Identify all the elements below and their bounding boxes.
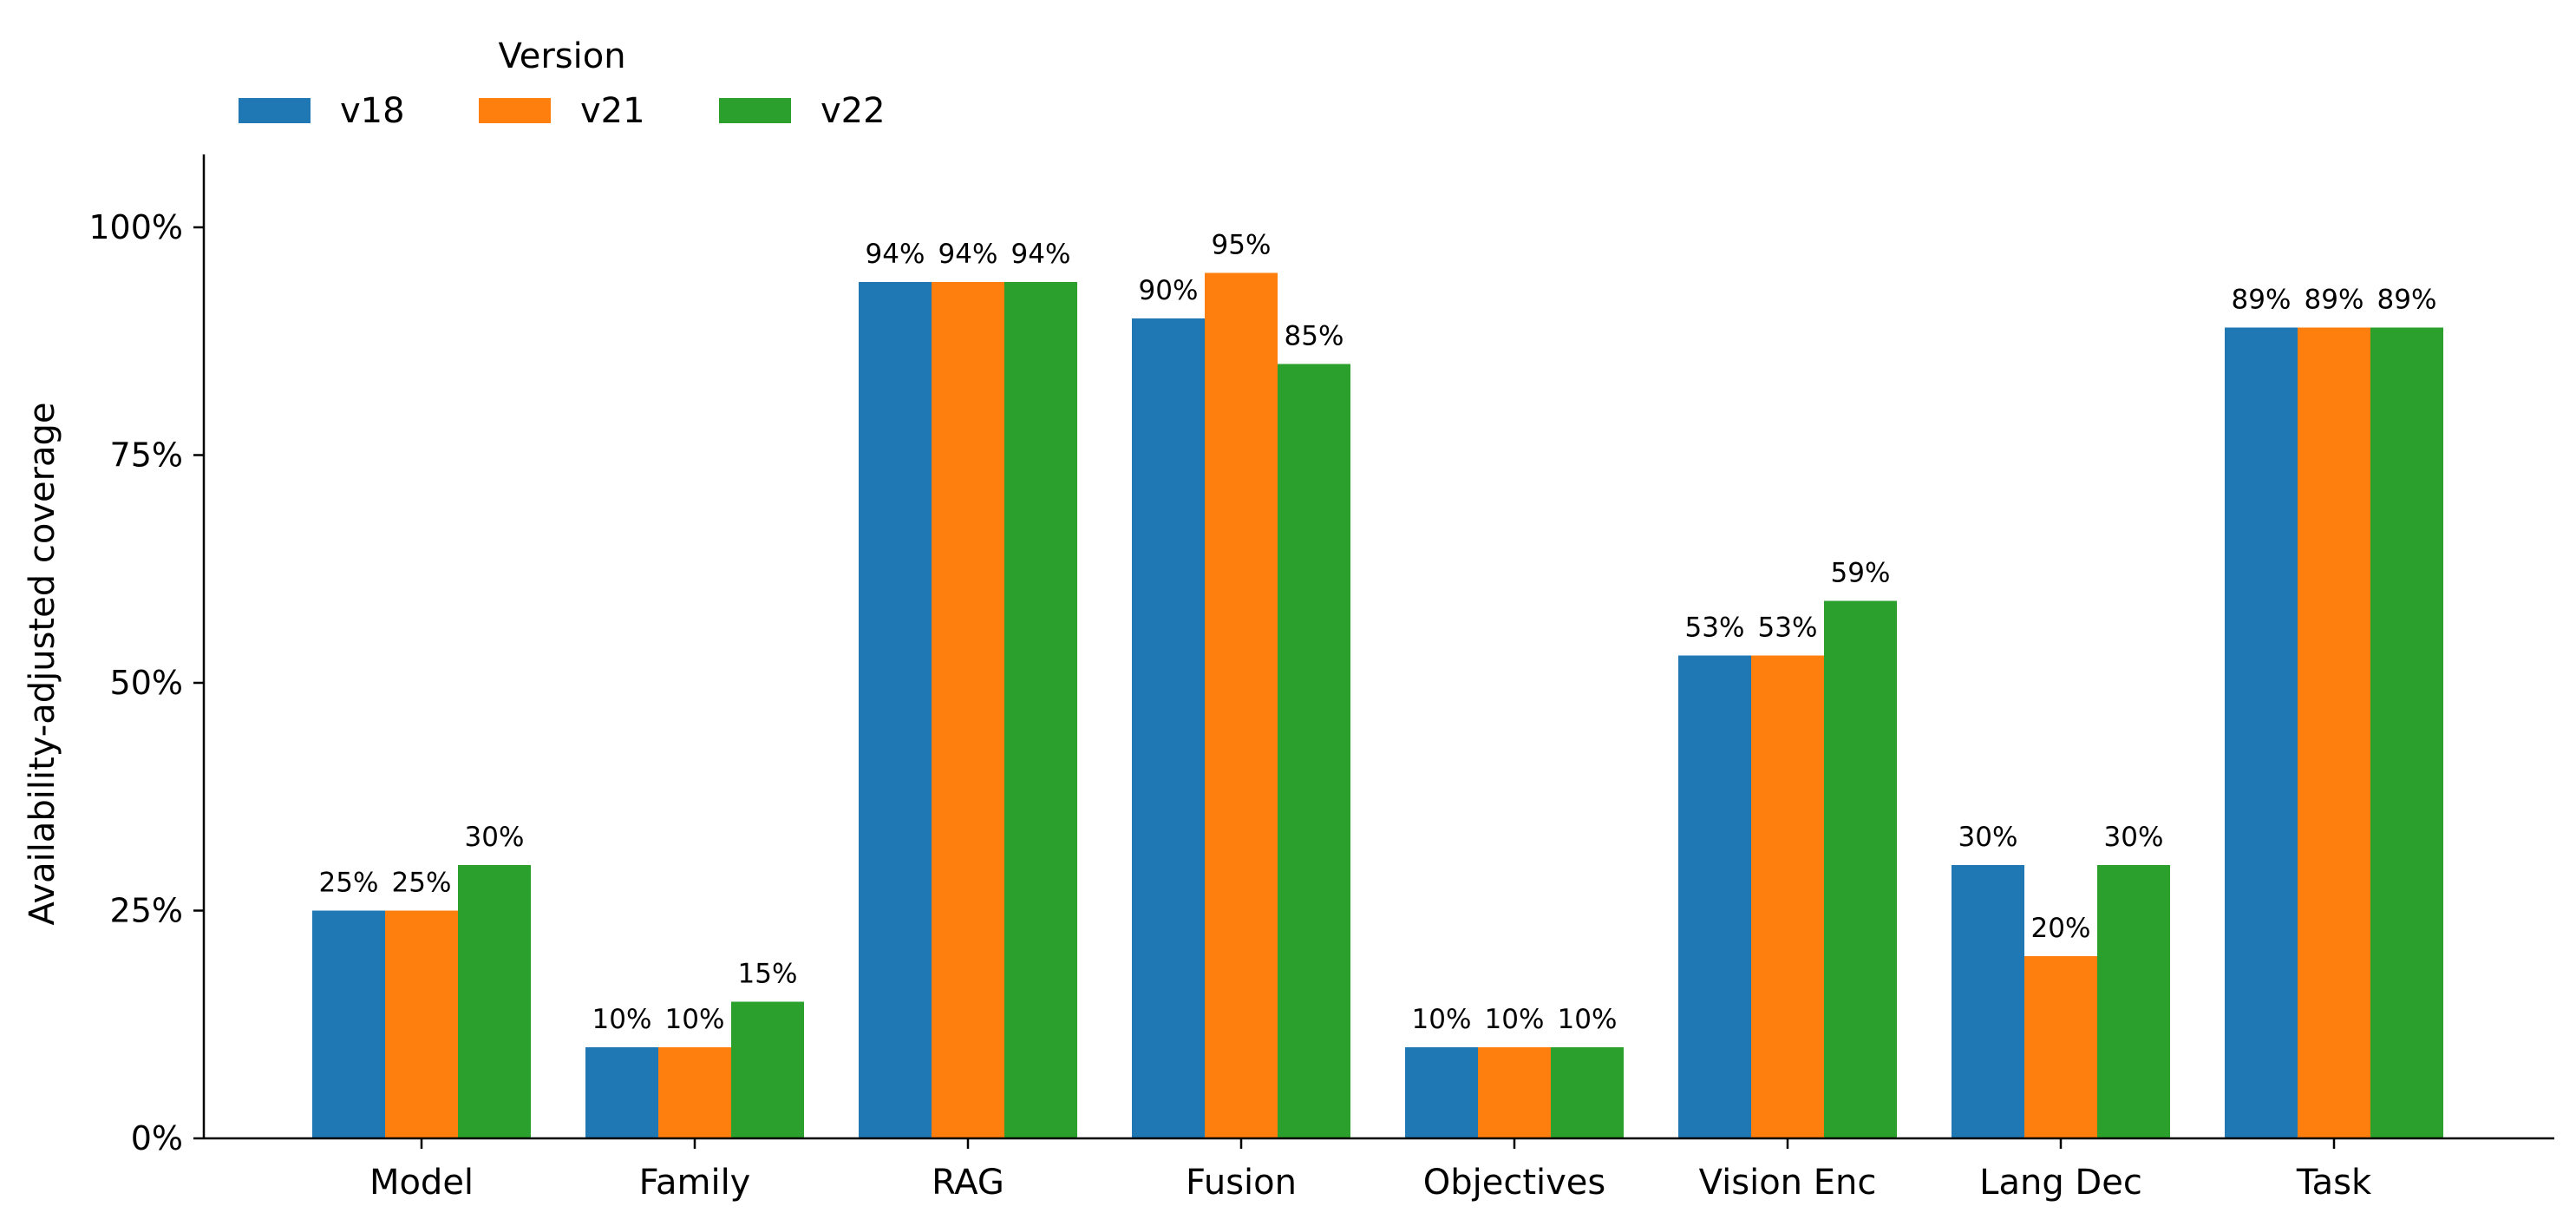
data-label: 30% (465, 822, 525, 853)
data-label: 89% (2377, 285, 2437, 316)
data-label: 10% (1485, 1004, 1545, 1035)
data-label: 20% (2031, 913, 2091, 944)
x-ticks-group: Model Family RAG Fusion Objectives Vision Enc… (369, 1138, 2372, 1203)
data-label: 30% (2104, 822, 2164, 853)
data-label: 95% (1212, 230, 1272, 261)
bar-v22-objectives (1551, 1047, 1624, 1138)
bar-v22-rag (1004, 282, 1077, 1138)
data-label: 90% (1139, 275, 1199, 306)
data-label: 10% (665, 1004, 725, 1035)
y-tick-label: 50% (110, 664, 183, 702)
legend-title: Version (498, 36, 625, 76)
y-tick-label: 100% (88, 208, 183, 246)
data-label: 10% (1558, 1004, 1618, 1035)
legend-label-v22: v22 (821, 91, 886, 131)
data-label: 53% (1758, 613, 1818, 644)
y-ticks-group: 0% 25% 50% 75% 100% (88, 208, 204, 1157)
bar-v22-family (731, 1001, 804, 1138)
data-label: 89% (2305, 285, 2364, 316)
bar-v18-family (585, 1047, 658, 1138)
bar-v18-lang-dec (1952, 865, 2024, 1138)
y-axis-title: Availability-adjusted coverage (23, 402, 62, 925)
data-label: 94% (938, 239, 998, 270)
bar-v21-task (2298, 327, 2370, 1138)
data-label: 94% (1011, 239, 1071, 270)
legend-swatch-v18 (239, 98, 311, 123)
legend-label-v18: v18 (340, 91, 405, 131)
y-tick-label: 25% (110, 892, 183, 930)
data-label: 53% (1685, 613, 1745, 644)
x-tick-label: Model (369, 1163, 474, 1203)
bar-v18-vision-enc (1678, 655, 1751, 1138)
bar-v21-lang-dec (2024, 956, 2097, 1138)
bar-v18-fusion (1132, 318, 1205, 1138)
bar-v21-fusion (1205, 272, 1278, 1138)
bar-v21-family (658, 1047, 731, 1138)
bar-v22-vision-enc (1824, 600, 1897, 1138)
data-label: 85% (1285, 321, 1344, 352)
data-label: 59% (1831, 558, 1891, 589)
data-labels-group: 25% 25% 30% 10% 10% 15% 94% 94% 94% 90% 95% 85% 10% 1… (319, 230, 2437, 1036)
x-tick-label: Task (2296, 1163, 2372, 1203)
legend-swatch-v21 (479, 98, 551, 123)
data-label: 10% (592, 1004, 652, 1035)
x-tick-label: Fusion (1186, 1163, 1297, 1203)
bar-v22-task (2370, 327, 2443, 1138)
bars-group (312, 272, 2443, 1138)
bar-v22-model (458, 865, 531, 1138)
data-label: 30% (1958, 822, 2018, 853)
x-tick-label: RAG (932, 1163, 1004, 1203)
bar-v18-task (2225, 327, 2298, 1138)
y-tick-label: 0% (131, 1119, 183, 1157)
data-label: 94% (866, 239, 925, 270)
bar-v18-model (312, 910, 385, 1138)
x-tick-label: Objectives (1423, 1163, 1606, 1203)
x-tick-label: Family (639, 1163, 751, 1203)
axes-group (202, 154, 2554, 1140)
data-label: 25% (392, 868, 452, 899)
y-tick-label: 75% (110, 436, 183, 475)
bar-v18-objectives (1405, 1047, 1478, 1138)
data-label: 25% (319, 868, 379, 899)
legend: Version v18 v21 v22 (239, 36, 886, 131)
bar-v21-objectives (1478, 1047, 1551, 1138)
data-label: 15% (738, 959, 798, 990)
x-tick-label: Vision Enc (1699, 1163, 1877, 1203)
legend-swatch-v22 (719, 98, 791, 123)
bar-v21-model (385, 910, 458, 1138)
bar-v21-vision-enc (1751, 655, 1824, 1138)
bar-v22-lang-dec (2097, 865, 2170, 1138)
x-tick-label: Lang Dec (1979, 1163, 2142, 1203)
data-label: 89% (2232, 285, 2292, 316)
bar-v21-rag (932, 282, 1004, 1138)
data-label: 10% (1412, 1004, 1472, 1035)
bar-v18-rag (859, 282, 932, 1138)
bar-v22-fusion (1278, 364, 1350, 1138)
legend-label-v21: v21 (580, 91, 645, 131)
